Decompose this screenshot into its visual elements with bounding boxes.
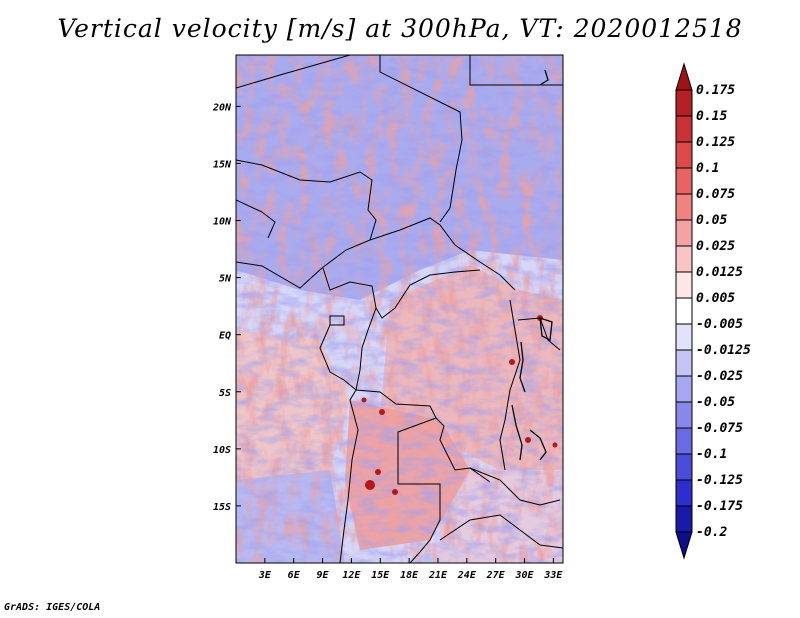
colorbar-swatch (675, 375, 693, 403)
colorbar-label: -0.175 (696, 499, 743, 514)
lon-label: 24E (457, 570, 477, 581)
latitude-axis: 20N 15N 10N 5N EQ 5S 10S 15S (212, 102, 241, 513)
longitude-axis: 3E 6E 9E 12E 15E 18E 21E 24E 27E 30E 33E (258, 558, 563, 581)
field-texture-descent (236, 55, 563, 563)
colorbar-triangle-bottom (675, 531, 693, 560)
colorbar-swatch (675, 505, 693, 533)
lat-label: 10N (213, 217, 232, 228)
lon-label: 27E (486, 570, 506, 581)
colorbar-swatch (675, 219, 693, 247)
colorbar-swatch (675, 89, 693, 117)
lat-label: 15S (213, 502, 231, 513)
colorbar-swatch (675, 453, 693, 481)
colorbar-swatch (675, 401, 693, 429)
colorbar: 0.175 0.15 0.125 0.1 0.075 0.05 0.025 0.0125 0.0… (675, 62, 751, 560)
colorbar-swatch (675, 323, 693, 351)
colorbar-label: 0.05 (696, 213, 727, 228)
colorbar-swatch (675, 479, 693, 507)
colorbar-swatch (675, 141, 693, 169)
colorbar-label: 0.15 (696, 109, 727, 124)
colorbar-label: -0.1 (696, 447, 727, 462)
lon-label: 6E (288, 570, 301, 581)
chart-title: Vertical velocity [m/s] at 300hPa, VT: 2… (57, 14, 743, 43)
map-frame (235, 54, 564, 564)
lat-label: 5S (219, 388, 231, 399)
lakes (511, 69, 553, 461)
colorbar-swatch (675, 297, 693, 325)
colorbar-label: 0.125 (696, 135, 735, 150)
lon-label: 21E (428, 570, 448, 581)
lon-label: 18E (400, 570, 419, 581)
colorbar-label: -0.2 (696, 525, 727, 540)
lat-label: 15N (213, 159, 232, 170)
intense-ascent-cells (361, 315, 558, 495)
lat-label: EQ (219, 331, 231, 342)
lat-label: 10S (213, 445, 231, 456)
colorbar-label: 0.025 (696, 239, 735, 254)
lon-label: 15E (371, 570, 390, 581)
colorbar-label: -0.005 (696, 317, 743, 332)
colorbar-label: -0.025 (696, 369, 743, 384)
colorbar-swatch (675, 245, 693, 273)
colorbar-label: 0.175 (696, 83, 735, 98)
colorbar-swatch (675, 349, 693, 377)
colorbar-label: 0.005 (696, 291, 735, 306)
colorbar-label: -0.05 (696, 395, 735, 410)
lon-label: 12E (342, 570, 361, 581)
map-plot-area (236, 55, 563, 563)
colorbar-label: 0.1 (696, 161, 719, 176)
lon-label: 3E (258, 570, 272, 581)
colorbar-label: -0.125 (696, 473, 743, 488)
grads-credit: GrADS: IGES/COLA (4, 602, 101, 613)
colorbar-swatch (675, 115, 693, 143)
colorbar-label: 0.075 (696, 187, 735, 202)
colorbar-label: -0.075 (696, 421, 743, 436)
colorbar-swatch (675, 167, 693, 195)
colorbar-swatch (675, 427, 693, 455)
colorbar-label: -0.0125 (696, 343, 751, 358)
colorbar-label: 0.0125 (696, 265, 743, 280)
colorbar-swatch (675, 193, 693, 221)
colorbar-triangle-top (675, 62, 693, 91)
lon-label: 9E (317, 570, 330, 581)
country-boundaries (236, 55, 563, 563)
lon-label: 30E (514, 570, 534, 581)
colorbar-swatch (675, 271, 693, 299)
lat-label: 20N (212, 102, 232, 113)
lat-label: 5N (219, 274, 232, 285)
lon-label: 33E (543, 570, 563, 581)
